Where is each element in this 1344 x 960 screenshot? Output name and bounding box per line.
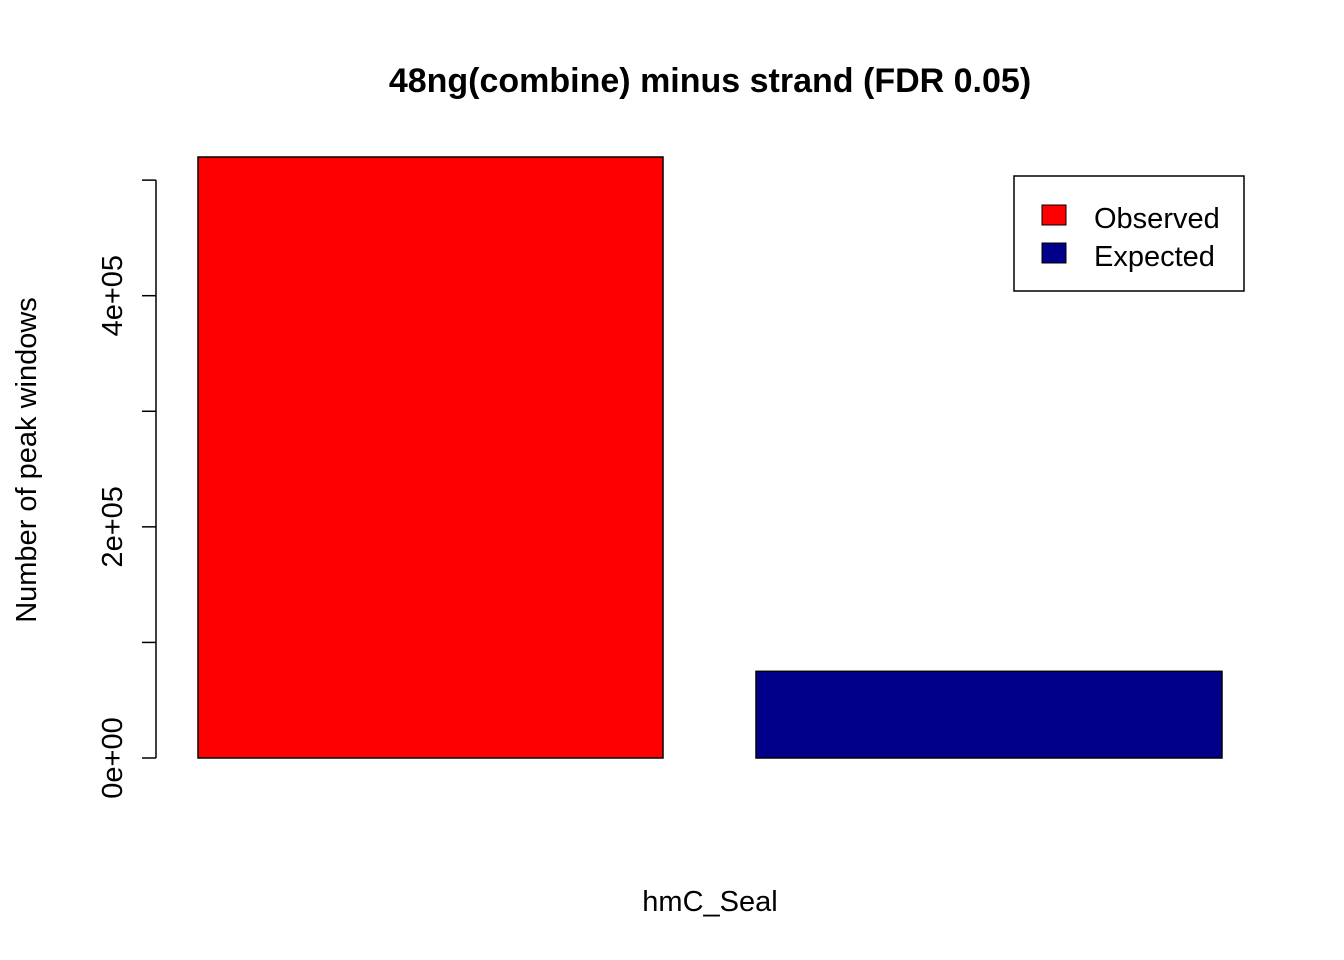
- y-tick-label: 0e+00: [97, 717, 129, 798]
- bar-observed: [197, 156, 664, 759]
- y-tick-label: 4e+05: [97, 255, 129, 336]
- legend-label-expected: Expected: [1094, 241, 1215, 273]
- legend-swatch-expected: [1041, 242, 1067, 264]
- legend-swatch-observed: [1041, 204, 1067, 226]
- bar-expected: [755, 670, 1223, 759]
- bars: [197, 156, 1223, 759]
- y-axis: 0e+00 2e+05 4e+05: [97, 179, 157, 799]
- chart-title: 48ng(combine) minus strand (FDR 0.05): [389, 62, 1031, 100]
- y-axis-label: Number of peak windows: [11, 297, 43, 623]
- legend-box: [1013, 175, 1245, 292]
- legend-label-observed: Observed: [1094, 203, 1220, 235]
- y-tick-label: 2e+05: [97, 486, 129, 567]
- x-axis-label: hmC_Seal: [642, 886, 777, 918]
- legend: Observed Expected: [1013, 175, 1245, 292]
